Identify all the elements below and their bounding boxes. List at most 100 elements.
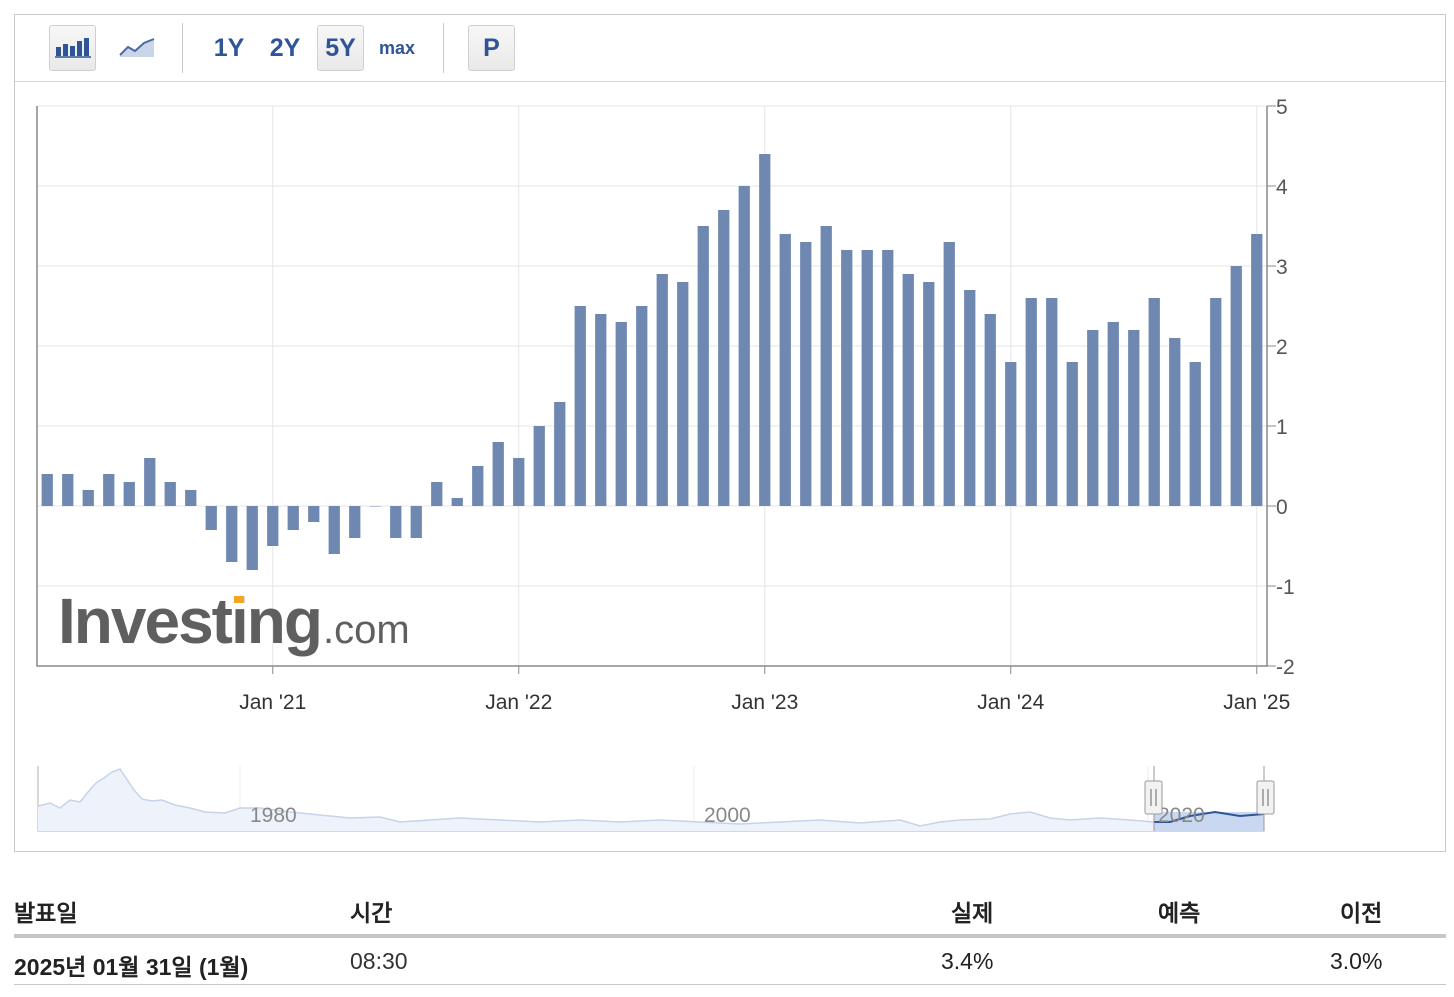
bars-layer bbox=[41, 154, 1263, 570]
chart-toolbar: 1Y 2Y 5Y max P bbox=[15, 15, 1445, 82]
bar[interactable] bbox=[656, 274, 668, 506]
watermark-investing: Investing bbox=[58, 585, 321, 657]
navigator-right-handle[interactable] bbox=[1256, 780, 1275, 815]
bar[interactable] bbox=[1046, 298, 1058, 506]
axis-layer: 5 4 3 2 1 0 -1 -2 Jan '21 Jan '22 Jan '23 Jan '24 Ja… bbox=[36, 96, 1295, 714]
cell-previous: 3.0% bbox=[1330, 948, 1383, 974]
bar[interactable] bbox=[533, 426, 545, 506]
bar[interactable] bbox=[513, 458, 525, 506]
bar[interactable] bbox=[451, 498, 463, 506]
bar[interactable] bbox=[615, 322, 627, 506]
bar[interactable] bbox=[861, 250, 873, 506]
bar[interactable] bbox=[923, 282, 935, 506]
chart-panel: 1Y 2Y 5Y max P bbox=[14, 14, 1446, 852]
bar[interactable] bbox=[1169, 338, 1181, 506]
bar[interactable] bbox=[1005, 362, 1017, 506]
bar[interactable] bbox=[595, 314, 607, 506]
y-tick-label: -1 bbox=[1276, 576, 1295, 599]
bar[interactable] bbox=[144, 458, 156, 506]
bar[interactable] bbox=[800, 242, 812, 506]
bar[interactable] bbox=[984, 314, 996, 506]
header-release-date: 발표일 bbox=[14, 900, 78, 926]
range-1y-button[interactable]: 1Y bbox=[213, 34, 245, 62]
bar[interactable] bbox=[369, 506, 381, 507]
bar[interactable] bbox=[1066, 362, 1078, 506]
bar[interactable] bbox=[1025, 298, 1037, 506]
line-chart-icon bbox=[119, 38, 155, 57]
bar[interactable] bbox=[287, 506, 299, 530]
watermark-dotcom: .com bbox=[323, 608, 410, 652]
bar[interactable] bbox=[349, 506, 361, 538]
y-tick-label: 5 bbox=[1276, 96, 1288, 119]
range-2y-button[interactable]: 2Y bbox=[269, 34, 301, 62]
bar[interactable] bbox=[554, 402, 566, 506]
plot-frame bbox=[36, 106, 1268, 667]
navigator-left-handle[interactable] bbox=[1144, 780, 1163, 815]
bar[interactable] bbox=[103, 474, 115, 506]
bar[interactable] bbox=[759, 154, 771, 506]
bar-chart-button[interactable] bbox=[49, 25, 96, 71]
bar[interactable] bbox=[841, 250, 853, 506]
y-tick-label: 1 bbox=[1276, 416, 1288, 439]
navigator-selection bbox=[1154, 812, 1264, 831]
bar[interactable] bbox=[390, 506, 402, 538]
watermark: Investing .com bbox=[58, 585, 410, 657]
bar[interactable] bbox=[1128, 330, 1140, 506]
y-tick-label: 0 bbox=[1276, 496, 1288, 519]
bar[interactable] bbox=[718, 210, 730, 506]
range-5y-button[interactable]: 5Y bbox=[325, 34, 356, 62]
range-max-button[interactable]: max bbox=[378, 38, 416, 58]
bar[interactable] bbox=[1148, 298, 1160, 506]
bar[interactable] bbox=[472, 466, 484, 506]
bar[interactable] bbox=[205, 506, 217, 530]
bar-chart-icon bbox=[55, 38, 91, 58]
bar[interactable] bbox=[267, 506, 279, 546]
y-tick-label: -2 bbox=[1276, 656, 1295, 679]
row-divider bbox=[14, 984, 1446, 985]
bar[interactable] bbox=[410, 506, 422, 538]
bar[interactable] bbox=[1210, 298, 1222, 506]
bar[interactable] bbox=[574, 306, 586, 506]
p-button[interactable]: P bbox=[483, 34, 500, 62]
cell-actual: 3.4% bbox=[941, 948, 994, 974]
p-button-frame[interactable] bbox=[468, 25, 515, 71]
bar[interactable] bbox=[123, 482, 135, 506]
header-time: 시간 bbox=[350, 900, 393, 926]
bar[interactable] bbox=[492, 442, 504, 506]
bar[interactable] bbox=[82, 490, 94, 506]
bar[interactable] bbox=[185, 490, 197, 506]
bar[interactable] bbox=[62, 474, 74, 506]
bar[interactable] bbox=[738, 186, 750, 506]
header-actual: 실제 bbox=[951, 900, 994, 926]
x-tick-label: Jan '22 bbox=[485, 691, 552, 714]
navigator[interactable]: 1980 2000 2020 bbox=[37, 766, 1275, 832]
bar[interactable] bbox=[328, 506, 340, 554]
bar[interactable] bbox=[964, 290, 976, 506]
bar[interactable] bbox=[902, 274, 914, 506]
bar[interactable] bbox=[882, 250, 894, 506]
range-5y-button-frame[interactable] bbox=[317, 25, 364, 71]
bar[interactable] bbox=[677, 282, 689, 506]
bar[interactable] bbox=[636, 306, 648, 506]
line-chart-button[interactable] bbox=[114, 25, 161, 71]
bar[interactable] bbox=[246, 506, 258, 570]
bar[interactable] bbox=[308, 506, 320, 522]
bar[interactable] bbox=[943, 242, 955, 506]
bar[interactable] bbox=[41, 474, 53, 506]
bar[interactable] bbox=[431, 482, 443, 506]
bar[interactable] bbox=[1107, 322, 1119, 506]
bar[interactable] bbox=[1251, 234, 1263, 506]
bar[interactable] bbox=[820, 226, 832, 506]
bar[interactable] bbox=[779, 234, 791, 506]
bar[interactable] bbox=[1230, 266, 1242, 506]
bar[interactable] bbox=[1189, 362, 1201, 506]
bar[interactable] bbox=[226, 506, 238, 562]
bar[interactable] bbox=[164, 482, 176, 506]
chart-canvas: Investing .com 5 4 3 2 1 0 -1 -2 Jan '21 Jan '22 J… bbox=[36, 96, 1295, 832]
bar[interactable] bbox=[697, 226, 709, 506]
cell-time: 08:30 bbox=[350, 948, 408, 974]
toolbar-separator bbox=[443, 23, 444, 73]
bar[interactable] bbox=[1087, 330, 1099, 506]
y-tick-label: 2 bbox=[1276, 336, 1288, 359]
navigator-year-label: 2020 bbox=[1158, 804, 1205, 827]
